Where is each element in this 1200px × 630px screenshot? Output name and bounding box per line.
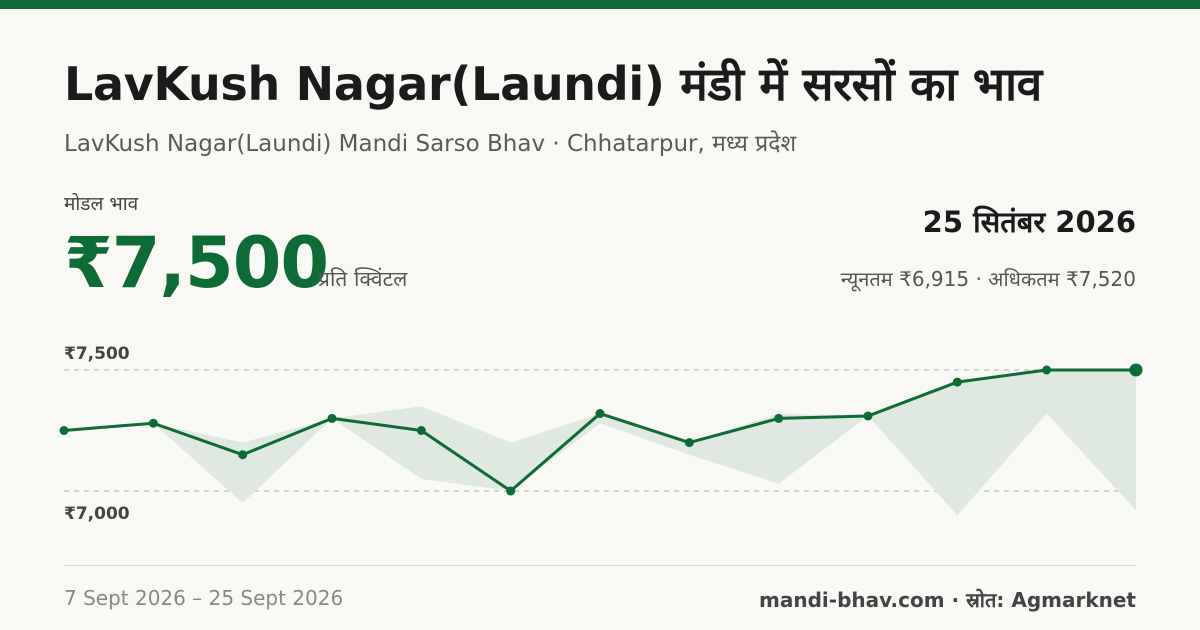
page-title: LavKush Nagar(Laundi) मंडी में सरसों का … (64, 57, 1042, 111)
data-point-11 (1042, 365, 1052, 375)
min-max-band (64, 370, 1136, 516)
data-point-0 (59, 426, 69, 435)
data-point-4 (416, 426, 426, 435)
data-point-8 (774, 413, 784, 423)
footer-divider (64, 565, 1136, 566)
price-unit: प्रति क्विंटल (318, 267, 408, 291)
data-point-1 (148, 418, 158, 428)
data-point-7 (684, 438, 694, 448)
price-trend-chart: ₹7,500 ₹7,000 (59, 344, 1143, 524)
data-point-6 (595, 409, 605, 419)
data-point-9 (863, 411, 873, 421)
data-point-3 (327, 413, 337, 423)
data-point-10 (952, 377, 962, 387)
data-point-5 (506, 486, 516, 496)
data-point-12 (1129, 363, 1143, 377)
min-max-range: न्यूनतम ₹6,915 · अधिकतम ₹7,520 (840, 267, 1136, 291)
page-subtitle: LavKush Nagar(Laundi) Mandi Sarso Bhav ·… (64, 131, 797, 157)
top-accent-bar (0, 0, 1200, 9)
y-tick-label-0: ₹7,500 (64, 344, 130, 364)
price-date: 25 सितंबर 2026 (922, 205, 1136, 239)
source-credit: mandi-bhav.com · स्रोत: Agmarknet (759, 588, 1136, 612)
data-point-2 (238, 450, 248, 460)
modal-price-label: मोडल भाव (64, 193, 139, 215)
modal-price-value: ₹7,500 (64, 222, 329, 304)
y-tick-label-1: ₹7,000 (64, 504, 130, 524)
date-period: 7 Sept 2026 – 25 Sept 2026 (64, 586, 344, 610)
